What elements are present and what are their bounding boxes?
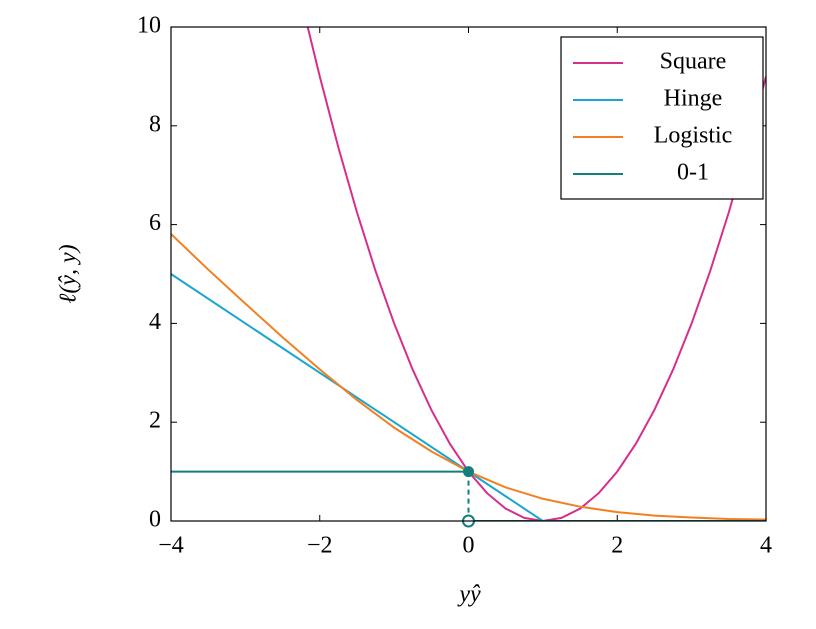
- y-axis-label: ℓ(ŷ, y): [56, 244, 82, 303]
- legend-label: Hinge: [664, 86, 723, 112]
- plot-frame: [170, 26, 767, 522]
- y-tick-label: 4: [149, 309, 161, 335]
- series: [171, 273, 766, 521]
- x-tick-label: 0: [463, 533, 475, 559]
- legend-label: 0-1: [677, 160, 709, 186]
- y-tick-label: 8: [149, 111, 161, 137]
- x-axis-label: yŷ: [457, 582, 481, 608]
- line: [306, 27, 766, 521]
- y-tick-label: 2: [149, 408, 161, 434]
- line: [171, 273, 766, 521]
- y-tick-label: 6: [149, 210, 161, 236]
- x-tick-label: 4: [760, 533, 772, 559]
- point: [463, 466, 474, 478]
- legend-label: Logistic: [654, 123, 733, 149]
- x-tick-label: 2: [611, 533, 623, 559]
- x-tick-label: −2: [307, 533, 333, 559]
- y-tick-label: 10: [137, 13, 161, 39]
- x-tick-label: −4: [158, 533, 184, 559]
- series: [171, 470, 766, 521]
- series: [306, 27, 766, 521]
- legend-label: Square: [660, 49, 727, 75]
- y-tick-label: 0: [149, 507, 161, 533]
